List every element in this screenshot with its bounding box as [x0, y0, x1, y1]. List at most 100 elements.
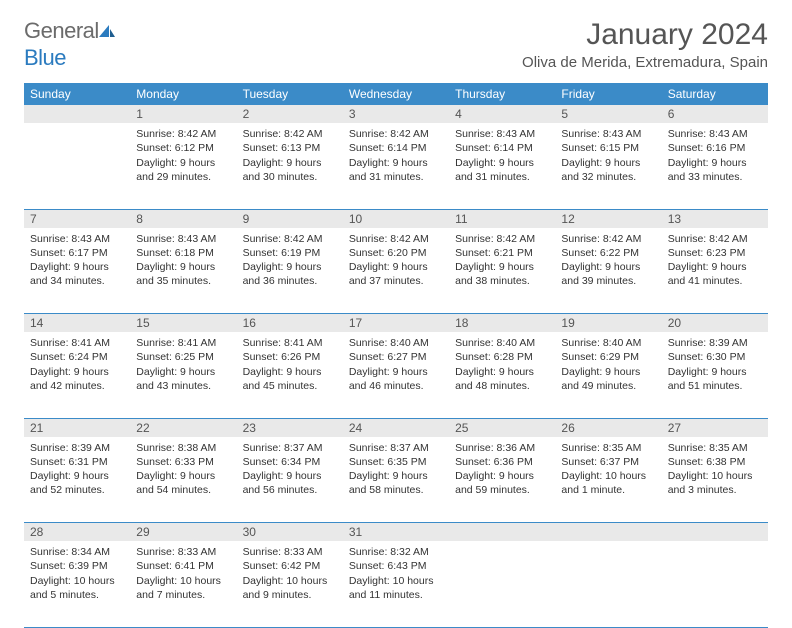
day-details: Sunrise: 8:32 AMSunset: 6:43 PMDaylight:…	[343, 541, 449, 608]
day-number: 11	[449, 210, 555, 228]
daynum-cell: 31	[343, 523, 449, 542]
weekday-header: Saturday	[662, 83, 768, 105]
week-row: Sunrise: 8:43 AMSunset: 6:17 PMDaylight:…	[24, 228, 768, 314]
day-details: Sunrise: 8:43 AMSunset: 6:15 PMDaylight:…	[555, 123, 661, 190]
daynum-cell: 16	[237, 314, 343, 333]
day-details: Sunrise: 8:35 AMSunset: 6:38 PMDaylight:…	[662, 437, 768, 504]
day-cell: Sunrise: 8:39 AMSunset: 6:30 PMDaylight:…	[662, 332, 768, 418]
daynum-cell: 29	[130, 523, 236, 542]
day-number: 23	[237, 419, 343, 437]
weekday-header: Friday	[555, 83, 661, 105]
day-details: Sunrise: 8:42 AMSunset: 6:12 PMDaylight:…	[130, 123, 236, 190]
daynum-cell: 10	[343, 209, 449, 228]
day-number: 15	[130, 314, 236, 332]
daynum-row: 21222324252627	[24, 418, 768, 437]
day-number: 8	[130, 210, 236, 228]
day-number: 17	[343, 314, 449, 332]
day-cell: Sunrise: 8:42 AMSunset: 6:23 PMDaylight:…	[662, 228, 768, 314]
day-number: 24	[343, 419, 449, 437]
daynum-cell	[555, 523, 661, 542]
week-row: Sunrise: 8:41 AMSunset: 6:24 PMDaylight:…	[24, 332, 768, 418]
daynum-cell: 15	[130, 314, 236, 333]
day-cell	[24, 123, 130, 209]
week-row: Sunrise: 8:39 AMSunset: 6:31 PMDaylight:…	[24, 437, 768, 523]
day-details: Sunrise: 8:39 AMSunset: 6:31 PMDaylight:…	[24, 437, 130, 504]
location: Oliva de Merida, Extremadura, Spain	[522, 54, 768, 71]
day-cell: Sunrise: 8:41 AMSunset: 6:25 PMDaylight:…	[130, 332, 236, 418]
daynum-row: 123456	[24, 105, 768, 123]
day-details: Sunrise: 8:41 AMSunset: 6:25 PMDaylight:…	[130, 332, 236, 399]
day-number: 22	[130, 419, 236, 437]
daynum-row: 14151617181920	[24, 314, 768, 333]
daynum-cell: 19	[555, 314, 661, 333]
daynum-cell: 23	[237, 418, 343, 437]
day-details: Sunrise: 8:43 AMSunset: 6:18 PMDaylight:…	[130, 228, 236, 295]
daynum-cell: 5	[555, 105, 661, 123]
calendar-body: 123456Sunrise: 8:42 AMSunset: 6:12 PMDay…	[24, 105, 768, 627]
day-cell: Sunrise: 8:43 AMSunset: 6:18 PMDaylight:…	[130, 228, 236, 314]
day-number: 16	[237, 314, 343, 332]
daynum-cell: 26	[555, 418, 661, 437]
week-row: Sunrise: 8:34 AMSunset: 6:39 PMDaylight:…	[24, 541, 768, 627]
day-cell	[555, 541, 661, 627]
day-details: Sunrise: 8:39 AMSunset: 6:30 PMDaylight:…	[662, 332, 768, 399]
day-cell: Sunrise: 8:37 AMSunset: 6:35 PMDaylight:…	[343, 437, 449, 523]
day-details: Sunrise: 8:40 AMSunset: 6:28 PMDaylight:…	[449, 332, 555, 399]
daynum-cell: 18	[449, 314, 555, 333]
day-number: 2	[237, 105, 343, 123]
day-cell: Sunrise: 8:42 AMSunset: 6:22 PMDaylight:…	[555, 228, 661, 314]
logo-part1: General	[24, 18, 99, 43]
day-cell: Sunrise: 8:42 AMSunset: 6:21 PMDaylight:…	[449, 228, 555, 314]
day-number: 28	[24, 523, 130, 541]
logo: GeneralBlue	[24, 18, 117, 71]
header: GeneralBlue January 2024 Oliva de Merida…	[24, 18, 768, 71]
day-cell: Sunrise: 8:43 AMSunset: 6:14 PMDaylight:…	[449, 123, 555, 209]
logo-sail-icon	[97, 19, 117, 45]
day-cell: Sunrise: 8:32 AMSunset: 6:43 PMDaylight:…	[343, 541, 449, 627]
day-cell: Sunrise: 8:39 AMSunset: 6:31 PMDaylight:…	[24, 437, 130, 523]
daynum-cell: 30	[237, 523, 343, 542]
day-details: Sunrise: 8:43 AMSunset: 6:16 PMDaylight:…	[662, 123, 768, 190]
calendar-head: SundayMondayTuesdayWednesdayThursdayFrid…	[24, 83, 768, 105]
day-number: 14	[24, 314, 130, 332]
day-details: Sunrise: 8:42 AMSunset: 6:20 PMDaylight:…	[343, 228, 449, 295]
day-details: Sunrise: 8:42 AMSunset: 6:21 PMDaylight:…	[449, 228, 555, 295]
daynum-cell: 13	[662, 209, 768, 228]
day-cell: Sunrise: 8:40 AMSunset: 6:28 PMDaylight:…	[449, 332, 555, 418]
day-number: 25	[449, 419, 555, 437]
day-details: Sunrise: 8:38 AMSunset: 6:33 PMDaylight:…	[130, 437, 236, 504]
day-cell: Sunrise: 8:37 AMSunset: 6:34 PMDaylight:…	[237, 437, 343, 523]
day-number: 18	[449, 314, 555, 332]
day-details: Sunrise: 8:36 AMSunset: 6:36 PMDaylight:…	[449, 437, 555, 504]
day-number: 29	[130, 523, 236, 541]
day-details: Sunrise: 8:41 AMSunset: 6:26 PMDaylight:…	[237, 332, 343, 399]
day-cell	[449, 541, 555, 627]
logo-part2: Blue	[24, 45, 66, 70]
day-cell: Sunrise: 8:43 AMSunset: 6:15 PMDaylight:…	[555, 123, 661, 209]
month-title: January 2024	[522, 18, 768, 52]
day-cell: Sunrise: 8:42 AMSunset: 6:20 PMDaylight:…	[343, 228, 449, 314]
day-cell: Sunrise: 8:40 AMSunset: 6:29 PMDaylight:…	[555, 332, 661, 418]
daynum-cell	[24, 105, 130, 123]
day-cell: Sunrise: 8:41 AMSunset: 6:24 PMDaylight:…	[24, 332, 130, 418]
day-details: Sunrise: 8:41 AMSunset: 6:24 PMDaylight:…	[24, 332, 130, 399]
daynum-cell: 2	[237, 105, 343, 123]
day-number: 21	[24, 419, 130, 437]
day-cell: Sunrise: 8:43 AMSunset: 6:17 PMDaylight:…	[24, 228, 130, 314]
day-number: 4	[449, 105, 555, 123]
daynum-cell: 3	[343, 105, 449, 123]
day-cell: Sunrise: 8:33 AMSunset: 6:42 PMDaylight:…	[237, 541, 343, 627]
daynum-cell: 4	[449, 105, 555, 123]
weekday-header: Thursday	[449, 83, 555, 105]
day-cell: Sunrise: 8:43 AMSunset: 6:16 PMDaylight:…	[662, 123, 768, 209]
day-details: Sunrise: 8:34 AMSunset: 6:39 PMDaylight:…	[24, 541, 130, 608]
weekday-row: SundayMondayTuesdayWednesdayThursdayFrid…	[24, 83, 768, 105]
day-cell: Sunrise: 8:42 AMSunset: 6:13 PMDaylight:…	[237, 123, 343, 209]
daynum-cell: 8	[130, 209, 236, 228]
daynum-cell: 6	[662, 105, 768, 123]
daynum-cell: 27	[662, 418, 768, 437]
daynum-cell	[449, 523, 555, 542]
daynum-cell: 20	[662, 314, 768, 333]
day-cell: Sunrise: 8:34 AMSunset: 6:39 PMDaylight:…	[24, 541, 130, 627]
weekday-header: Wednesday	[343, 83, 449, 105]
